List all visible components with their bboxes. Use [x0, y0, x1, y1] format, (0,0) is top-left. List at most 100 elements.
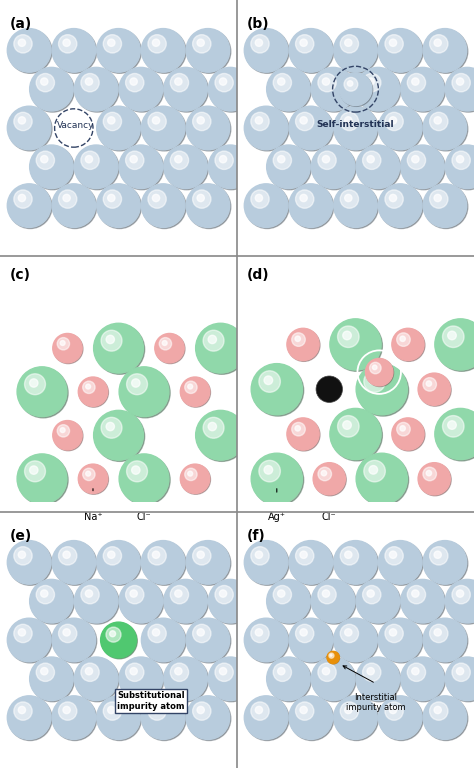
Circle shape — [267, 657, 310, 700]
Circle shape — [18, 39, 26, 46]
Circle shape — [290, 185, 334, 229]
Circle shape — [14, 624, 32, 643]
Circle shape — [63, 39, 70, 46]
Circle shape — [246, 30, 289, 73]
Circle shape — [141, 696, 185, 740]
Circle shape — [426, 381, 432, 386]
Circle shape — [41, 590, 48, 598]
Circle shape — [364, 460, 385, 482]
Circle shape — [120, 368, 170, 418]
Circle shape — [251, 363, 302, 415]
Circle shape — [290, 697, 334, 740]
Circle shape — [300, 707, 307, 713]
Circle shape — [31, 146, 74, 190]
Circle shape — [278, 78, 285, 85]
Circle shape — [255, 117, 263, 124]
Circle shape — [289, 618, 333, 662]
Circle shape — [278, 155, 285, 163]
Circle shape — [9, 185, 52, 229]
Circle shape — [41, 155, 48, 163]
Circle shape — [296, 624, 314, 643]
Circle shape — [246, 108, 289, 151]
Circle shape — [367, 590, 374, 598]
Circle shape — [356, 657, 400, 700]
Circle shape — [397, 422, 410, 436]
Circle shape — [289, 184, 333, 227]
Circle shape — [192, 35, 211, 53]
Circle shape — [389, 707, 397, 713]
Circle shape — [119, 68, 163, 111]
Circle shape — [120, 68, 164, 112]
Circle shape — [31, 68, 74, 112]
Text: (d): (d) — [246, 268, 269, 282]
Circle shape — [143, 185, 186, 229]
Circle shape — [321, 471, 327, 476]
Circle shape — [186, 184, 230, 227]
Circle shape — [345, 629, 352, 636]
Circle shape — [59, 35, 77, 53]
Circle shape — [106, 336, 114, 343]
Circle shape — [429, 547, 448, 565]
Circle shape — [132, 466, 140, 475]
Circle shape — [287, 418, 319, 450]
Circle shape — [322, 78, 329, 85]
Circle shape — [197, 707, 204, 713]
Circle shape — [340, 624, 358, 643]
Circle shape — [143, 108, 186, 151]
Text: (c): (c) — [9, 268, 30, 282]
Circle shape — [209, 579, 252, 623]
Circle shape — [448, 331, 456, 339]
Circle shape — [290, 619, 334, 663]
Circle shape — [378, 28, 422, 72]
Circle shape — [419, 464, 451, 495]
Circle shape — [215, 74, 233, 92]
Circle shape — [345, 551, 352, 558]
Circle shape — [331, 409, 383, 461]
Circle shape — [79, 465, 109, 495]
Circle shape — [86, 384, 91, 389]
Circle shape — [108, 707, 115, 713]
Circle shape — [18, 551, 26, 558]
Circle shape — [59, 190, 77, 208]
Circle shape — [98, 697, 141, 740]
Circle shape — [296, 190, 314, 208]
Circle shape — [366, 359, 393, 386]
Circle shape — [255, 39, 263, 46]
Circle shape — [108, 551, 115, 558]
Circle shape — [155, 333, 184, 362]
Circle shape — [331, 320, 383, 371]
Circle shape — [78, 377, 108, 406]
Circle shape — [452, 585, 470, 604]
Circle shape — [357, 68, 401, 112]
Circle shape — [196, 323, 246, 373]
Circle shape — [369, 376, 378, 385]
Circle shape — [97, 541, 140, 584]
Circle shape — [127, 374, 147, 395]
Circle shape — [210, 146, 253, 190]
Circle shape — [7, 106, 51, 150]
Circle shape — [74, 68, 118, 111]
Circle shape — [25, 374, 46, 395]
Circle shape — [164, 657, 207, 700]
Circle shape — [148, 35, 166, 53]
Circle shape — [7, 28, 51, 72]
Circle shape — [109, 631, 116, 637]
Circle shape — [81, 663, 99, 681]
Circle shape — [162, 340, 167, 346]
Circle shape — [435, 409, 474, 459]
Circle shape — [251, 547, 269, 565]
Circle shape — [446, 657, 474, 700]
Circle shape — [255, 707, 263, 713]
Circle shape — [253, 455, 304, 505]
Circle shape — [356, 145, 400, 189]
Circle shape — [311, 579, 355, 623]
Circle shape — [452, 663, 470, 681]
Circle shape — [412, 155, 419, 163]
Circle shape — [143, 30, 186, 73]
Circle shape — [447, 581, 474, 624]
Circle shape — [185, 468, 197, 481]
Circle shape — [380, 30, 423, 73]
Circle shape — [192, 547, 211, 565]
Circle shape — [436, 320, 474, 371]
Circle shape — [278, 667, 285, 675]
